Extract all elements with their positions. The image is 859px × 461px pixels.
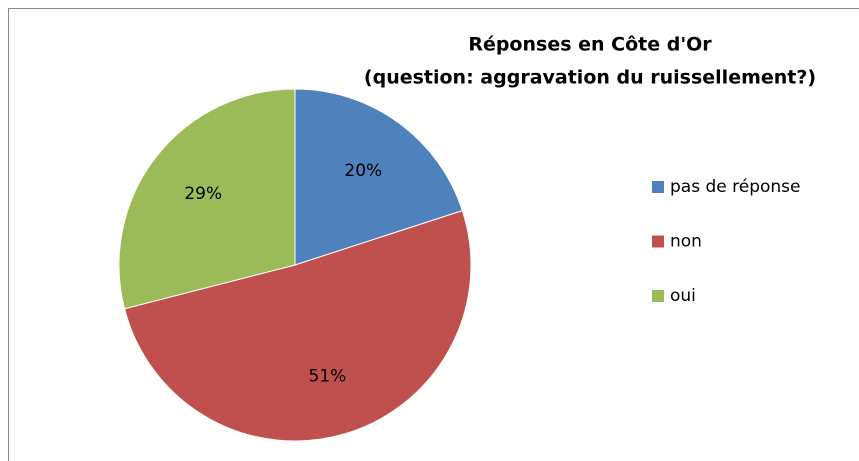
pie-slice xyxy=(118,88,296,310)
legend-label: non xyxy=(670,232,702,252)
pie-slice xyxy=(123,209,472,442)
legend-swatch xyxy=(652,235,664,248)
chart-subtitle: (question: aggravation du ruissellement?… xyxy=(364,67,816,89)
legend-swatch xyxy=(652,181,664,193)
legend-label: pas de réponse xyxy=(670,177,800,197)
legend-swatch xyxy=(652,290,664,302)
data-label: 29% xyxy=(184,184,222,204)
data-label: 51% xyxy=(309,367,347,387)
chart-title: Réponses en Côte d'Or xyxy=(468,34,712,56)
legend-label: oui xyxy=(670,286,696,306)
pie-slice xyxy=(294,88,464,266)
data-label: 20% xyxy=(344,161,382,181)
